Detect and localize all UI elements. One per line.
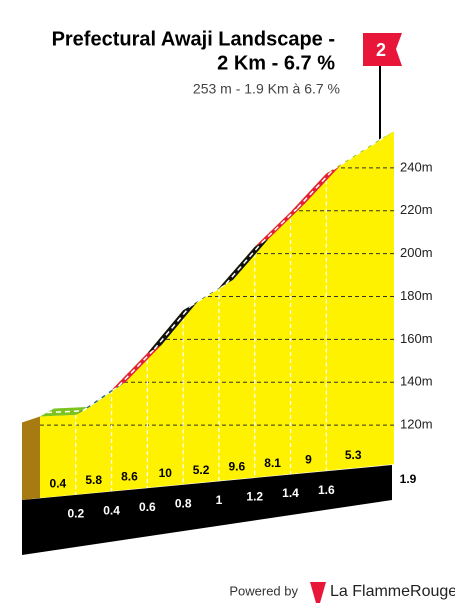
y-tick-label: 240m bbox=[400, 159, 433, 174]
gradient-label: 8.1 bbox=[264, 456, 281, 470]
brand-logo bbox=[310, 582, 326, 603]
profile-area bbox=[290, 173, 327, 475]
gradient-label: 0.4 bbox=[50, 476, 67, 490]
y-tick-label: 180m bbox=[400, 288, 433, 303]
profile-area bbox=[326, 139, 380, 471]
profile-area bbox=[75, 389, 112, 495]
gradient-label: 10 bbox=[159, 466, 173, 480]
profile-area bbox=[147, 310, 184, 488]
profile-area bbox=[111, 353, 148, 492]
distance-label: 1.9 bbox=[400, 472, 417, 486]
distance-label: 1.6 bbox=[318, 483, 335, 497]
y-tick-label: 120m bbox=[400, 417, 433, 432]
y-tick-label: 200m bbox=[400, 245, 433, 260]
y-tick-label: 160m bbox=[400, 331, 433, 346]
flag bbox=[363, 33, 402, 66]
flag-label: 2 bbox=[376, 40, 386, 60]
distance-label: 0.4 bbox=[103, 503, 120, 517]
profile-area bbox=[254, 212, 291, 478]
center-line bbox=[46, 410, 83, 414]
distance-label: 1.4 bbox=[282, 486, 299, 500]
profile-area bbox=[40, 414, 76, 498]
distance-label: 1.2 bbox=[246, 490, 263, 504]
center-line bbox=[189, 283, 227, 307]
gradient-label: 5.3 bbox=[345, 448, 362, 462]
profile-area bbox=[183, 287, 219, 485]
footer-brand: La FlammeRouge bbox=[330, 583, 455, 600]
y-tick-label: 220m bbox=[400, 202, 433, 217]
gradient-segment bbox=[254, 204, 305, 247]
gradient-segment bbox=[40, 406, 90, 417]
distance-label: 0.6 bbox=[139, 500, 156, 514]
chart-subtitle: 253 m - 1.9 Km à 6.7 % bbox=[193, 81, 340, 97]
profile-area bbox=[218, 246, 255, 481]
chart-title: 2 Km - 6.7 % bbox=[217, 52, 335, 74]
gradient-label: 9 bbox=[305, 452, 312, 466]
center-line bbox=[82, 385, 120, 412]
base-band bbox=[22, 465, 392, 555]
footer-powered: Powered by bbox=[229, 583, 298, 598]
y-tick-label: 140m bbox=[400, 374, 433, 389]
plot: 120m 140m 160m 180m 200m 220m 240m 0.4 0.2 5.8 0.4… bbox=[22, 131, 433, 555]
center-line bbox=[332, 134, 388, 171]
gradient-label: 5.8 bbox=[85, 473, 102, 487]
gradient-label: 8.6 bbox=[121, 470, 138, 484]
distance-label: 0.8 bbox=[175, 496, 192, 510]
gradient-segment bbox=[111, 345, 162, 390]
center-line bbox=[225, 242, 263, 285]
gradient-segment bbox=[290, 165, 341, 213]
gradient-label: 5.2 bbox=[193, 463, 210, 477]
distance-label: 1 bbox=[216, 493, 223, 507]
distance-label: 0.2 bbox=[67, 507, 84, 521]
center-line bbox=[153, 305, 191, 350]
gradient-label: 9.6 bbox=[228, 459, 245, 473]
profile-side bbox=[380, 131, 394, 466]
left-face bbox=[22, 416, 40, 500]
chart-title: Prefectural Awaji Landscape - bbox=[52, 28, 335, 50]
